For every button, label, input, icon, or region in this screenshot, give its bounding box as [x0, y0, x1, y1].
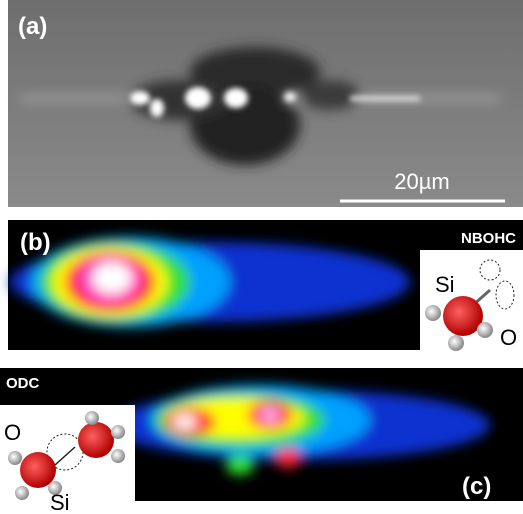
panel-c: ODC (c) O Si — [0, 368, 523, 514]
atom-label: O — [500, 325, 517, 350]
molecule — [8, 411, 125, 500]
panel-label: (a) — [18, 13, 47, 40]
atom-label: O — [4, 420, 21, 445]
panel-a: (a) 20µm — [8, 0, 523, 207]
bright-spots — [130, 87, 420, 117]
panel-b: (b) NBOHC Si O — [8, 220, 523, 351]
defect-label: ODC — [6, 375, 40, 392]
damage-region — [20, 47, 500, 165]
defect-label: NBOHC — [461, 230, 516, 247]
heat-map — [110, 385, 490, 475]
panel-label: (c) — [462, 473, 491, 500]
scale-label: 20µm — [394, 169, 449, 194]
atom-label: Si — [435, 272, 455, 297]
panel-label: (b) — [20, 229, 51, 256]
heat-map — [10, 237, 410, 327]
molecule — [425, 259, 515, 351]
atom-label: Si — [50, 490, 70, 514]
